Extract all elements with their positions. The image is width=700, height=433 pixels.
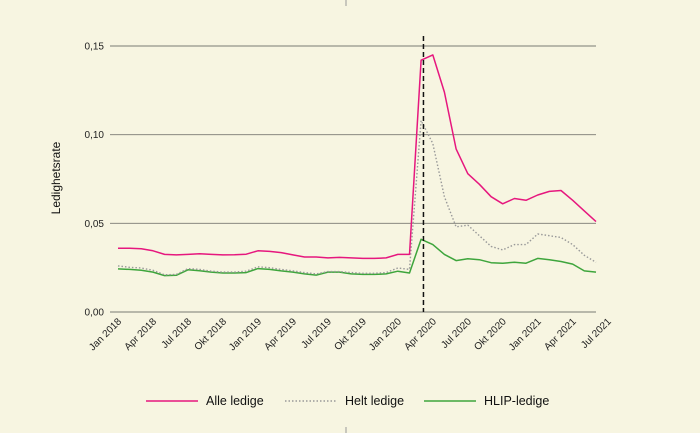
series-lines — [117, 54, 597, 277]
y-tick-label: 0,05 — [85, 219, 105, 230]
x-tick-label: Apr 2018 — [123, 316, 160, 353]
gridlines — [110, 45, 596, 313]
x-tick-label: Jan 2018 — [87, 316, 124, 353]
y-axis-label: Ledighetsrate — [49, 141, 63, 214]
x-tick-label: Jan 2019 — [227, 316, 264, 353]
x-tick-label: Apr 2019 — [263, 316, 300, 353]
x-tick-label: Okt 2020 — [472, 316, 509, 353]
series-line-helt-ledige — [117, 119, 597, 276]
x-tick-label: Jul 2018 — [160, 316, 195, 351]
legend-label: Helt ledige — [345, 394, 404, 408]
x-tick-label: Apr 2020 — [402, 316, 439, 353]
y-tick-labels: 0,00 0,05 0,10 0,15 — [85, 42, 105, 319]
y-tick-label: 0,00 — [85, 308, 105, 319]
series-line-hlip-ledige — [117, 238, 597, 277]
x-tick-label: Jul 2021 — [579, 316, 614, 351]
x-tick-label: Jan 2020 — [367, 316, 404, 353]
legend-label: HLIP-ledige — [484, 394, 549, 408]
x-tick-label: Jul 2020 — [439, 316, 474, 351]
y-tick-label: 0,15 — [85, 42, 105, 53]
x-tick-label: Apr 2021 — [542, 316, 579, 353]
legend: Alle ledige Helt ledige HLIP-ledige — [146, 394, 549, 408]
x-tick-label: Jan 2021 — [507, 316, 544, 353]
legend-label: Alle ledige — [206, 394, 264, 408]
x-tick-label: Okt 2018 — [193, 316, 230, 353]
x-tick-label: Jul 2019 — [299, 316, 334, 351]
y-tick-label: 0,10 — [85, 130, 105, 141]
series-line-alle-ledige — [118, 54, 597, 260]
x-tick-label: Okt 2019 — [332, 316, 369, 353]
